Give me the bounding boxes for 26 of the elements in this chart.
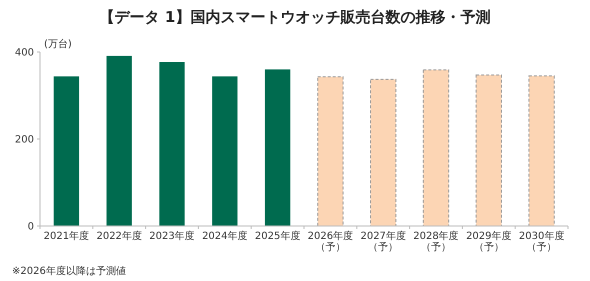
y-tick-label: 400 [14,48,34,58]
y-tick-label: 200 [14,134,34,146]
bar [476,74,502,226]
x-tick-label: 2022年度 [96,230,142,242]
text: ※2026年度以降は予測値 [12,265,126,277]
bar [54,76,80,226]
x-tick-label: 2021年度 [44,230,90,242]
bar [528,75,555,226]
bar [264,69,290,226]
bar [422,69,450,226]
x-tick-label: 2028年度（予） [413,230,459,253]
x-tick-label: 2024年度 [202,230,248,242]
y-tick-label: 0 [28,222,34,232]
bar [159,62,185,226]
bar [106,56,132,226]
bar [370,78,396,226]
chart-title: 【データ 1】国内スマートウオッチ販売台数の推移・予測 [100,8,490,26]
x-tick-label: 2029年度（予） [466,230,512,253]
bar [317,76,344,226]
bar [212,76,238,226]
x-tick-label: 2023年度 [149,230,195,242]
x-tick-label: 2030年度（予） [518,230,564,253]
x-tick-label: 2026年度（予） [308,230,354,253]
y-axis-title: (万台) [44,38,72,50]
x-tick-label: 2025年度 [254,230,300,242]
x-tick-label: 2027年度（予） [360,230,406,253]
